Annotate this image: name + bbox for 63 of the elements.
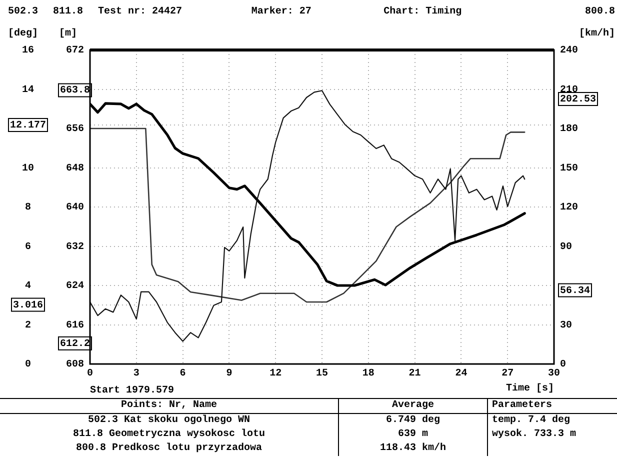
text: 800.8 Predkosc lotu przyrzadowa — [0, 442, 338, 456]
y2-tick-label: 616 — [66, 320, 84, 332]
text: 639 m — [338, 428, 488, 442]
y-tick-label: 0 — [24, 360, 32, 371]
text: 118.43 km/h — [338, 442, 488, 456]
y2-tick-label: 612.2 — [60, 338, 90, 350]
y2-tick-label: 632 — [66, 242, 84, 253]
y3-tick-label: 210 — [560, 84, 578, 96]
y3-tick-label: 150 — [560, 163, 578, 174]
x-axis-title: Time [s] — [506, 382, 554, 395]
y2-tick-label: 672 — [66, 46, 84, 57]
x-tick-label: 0 — [86, 368, 94, 380]
x-tick-label: 24 — [455, 368, 468, 380]
y2-tick-label: 656 — [66, 124, 84, 136]
y-tick-label: 8 — [24, 202, 32, 214]
y-tick-label: 6 — [24, 242, 32, 253]
y3-axis-title: [km/h] — [578, 28, 615, 40]
y3-tick-label: 240 — [560, 46, 578, 57]
text: 800.8 — [584, 6, 615, 18]
text: 502.3 — [8, 6, 38, 18]
x-tick-label: 30 — [548, 368, 560, 380]
x-tick-label: 27 — [502, 368, 514, 380]
y-tick-label: 3.016 — [12, 300, 44, 312]
y-tick-label: 10 — [22, 163, 34, 174]
text: 6.749 deg — [338, 414, 488, 428]
text: Chart: Timing — [384, 6, 462, 18]
x-tick-label: 12 — [270, 368, 282, 380]
x-tick-label: 9 — [226, 368, 232, 380]
y2-tick-label: 640 — [66, 202, 84, 214]
y3-tick-label: 202.53 — [560, 94, 596, 106]
text: temp. 7.4 deg — [491, 414, 572, 428]
y-tick-label: 14 — [22, 84, 34, 96]
y-axis-title: [deg] — [8, 28, 38, 40]
y3-tick-label: 180 — [560, 124, 578, 136]
y-tick-label: 4 — [24, 281, 32, 292]
text: 502.3 Kat skoku ogolnego WN — [0, 414, 338, 428]
text: 811.8 Geometryczna wysokosc lotu — [0, 428, 338, 442]
text: Points: Nr, Name — [0, 398, 338, 414]
text: Test nr: 24427 — [98, 6, 182, 18]
text: wysok. 733.3 m — [491, 428, 578, 442]
text: 811.8 — [52, 6, 84, 18]
y3-tick-label: 90 — [560, 242, 572, 253]
y3-tick-label: 0 — [560, 360, 566, 371]
x-tick-label: 18 — [362, 368, 374, 380]
text: Average — [338, 398, 488, 414]
x-tick-label: 6 — [180, 368, 186, 380]
y2-axis-title: [m] — [58, 28, 78, 40]
y-tick-label: 16 — [22, 46, 34, 57]
y3-tick-label: 56.34 — [560, 286, 590, 297]
y3-tick-label: 120 — [560, 202, 578, 214]
y-tick-label: 12.177 — [10, 120, 46, 132]
y2-tick-label: 663.8 — [60, 86, 90, 97]
y2-tick-label: 624 — [66, 281, 84, 292]
text: Parameters — [488, 398, 617, 414]
x-tick-label: 15 — [316, 368, 328, 380]
text: Marker: 27 — [251, 6, 312, 18]
x-tick-label: 21 — [408, 368, 421, 380]
x-tick-label: 3 — [133, 368, 140, 380]
y-tick-label: 2 — [24, 320, 32, 332]
text: Start 1979.579 — [90, 386, 174, 397]
y2-tick-label: 608 — [66, 360, 84, 371]
y3-tick-label: 30 — [560, 320, 572, 332]
y2-tick-label: 648 — [66, 163, 84, 174]
